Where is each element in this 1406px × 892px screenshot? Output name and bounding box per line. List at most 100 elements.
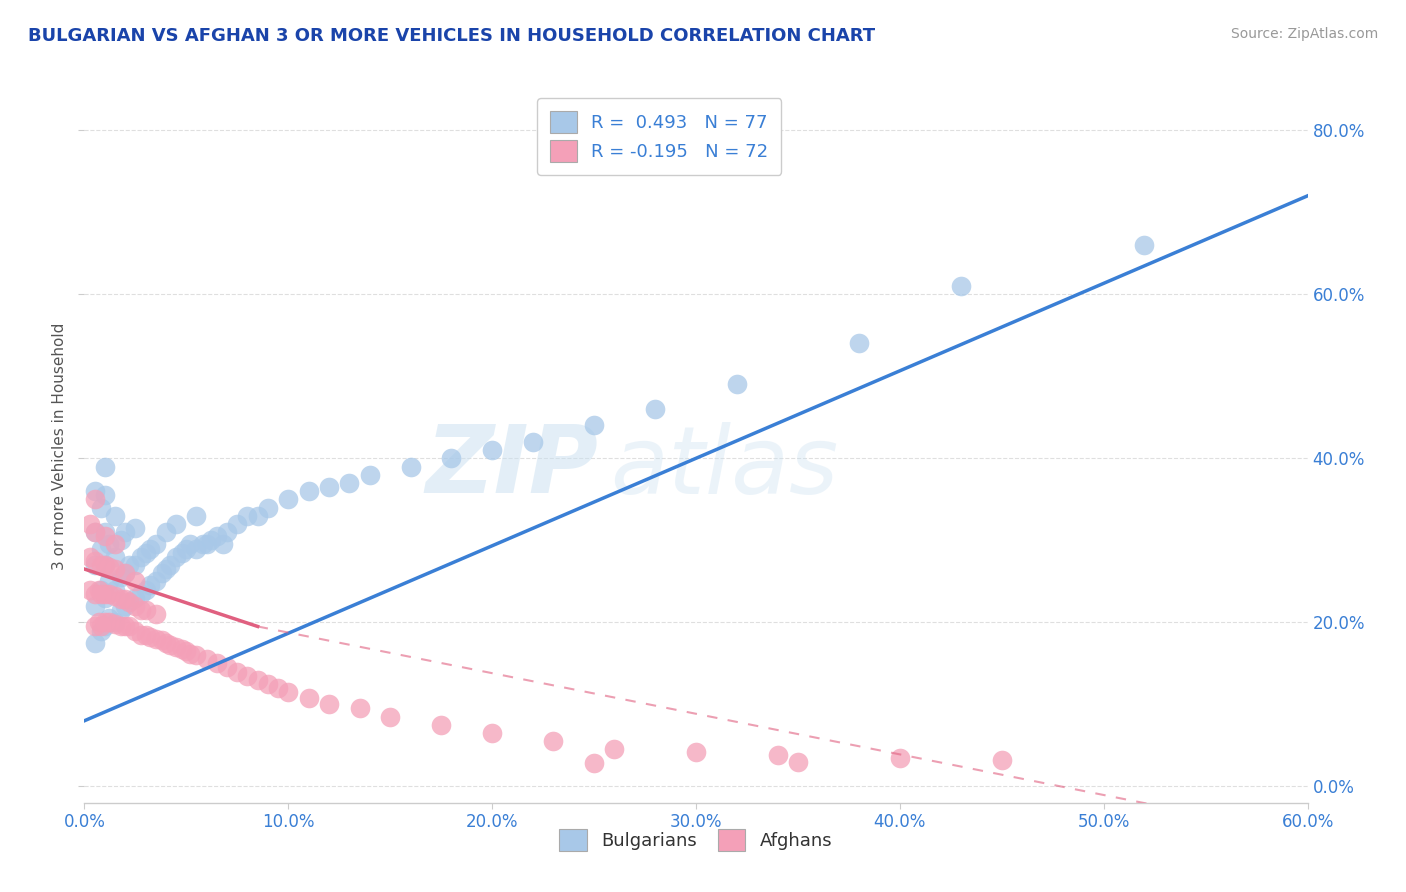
Point bbox=[124, 591, 146, 605]
Point bbox=[766, 748, 789, 763]
Point bbox=[159, 638, 181, 652]
Point bbox=[90, 541, 112, 556]
Point bbox=[165, 516, 187, 531]
Point bbox=[83, 484, 105, 499]
Point bbox=[155, 636, 177, 650]
Point bbox=[165, 549, 187, 564]
Point bbox=[277, 492, 299, 507]
Point bbox=[104, 615, 127, 630]
Point bbox=[145, 607, 167, 622]
Point bbox=[135, 627, 157, 641]
Point bbox=[93, 558, 115, 572]
Point bbox=[145, 537, 167, 551]
Point bbox=[131, 627, 153, 641]
Point bbox=[83, 636, 105, 650]
Point bbox=[90, 587, 112, 601]
Point bbox=[104, 589, 127, 603]
Point bbox=[79, 516, 101, 531]
Point bbox=[114, 566, 136, 581]
Point bbox=[172, 641, 194, 656]
Point bbox=[114, 525, 136, 540]
Point bbox=[138, 630, 160, 644]
Point bbox=[110, 533, 132, 548]
Point bbox=[118, 595, 141, 609]
Point bbox=[118, 595, 141, 609]
Point bbox=[104, 582, 127, 597]
Point bbox=[212, 537, 235, 551]
Point bbox=[217, 660, 239, 674]
Point bbox=[174, 644, 197, 658]
Point bbox=[155, 562, 177, 576]
Point bbox=[118, 619, 141, 633]
Point bbox=[991, 753, 1014, 767]
Point bbox=[83, 554, 105, 568]
Point bbox=[267, 681, 290, 695]
Point bbox=[90, 500, 112, 515]
Point bbox=[950, 279, 973, 293]
Point bbox=[186, 648, 208, 662]
Point bbox=[205, 657, 228, 671]
Point bbox=[131, 549, 153, 564]
Point bbox=[83, 558, 105, 572]
Point bbox=[685, 745, 707, 759]
Point bbox=[97, 574, 120, 589]
Point bbox=[145, 574, 167, 589]
Point bbox=[93, 587, 115, 601]
Point bbox=[195, 537, 218, 551]
Point bbox=[583, 418, 606, 433]
Point bbox=[298, 690, 321, 705]
Point bbox=[349, 701, 371, 715]
Point bbox=[93, 619, 115, 633]
Point bbox=[97, 559, 120, 574]
Text: BULGARIAN VS AFGHAN 3 OR MORE VEHICLES IN HOUSEHOLD CORRELATION CHART: BULGARIAN VS AFGHAN 3 OR MORE VEHICLES I… bbox=[28, 27, 876, 45]
Text: ZIP: ZIP bbox=[425, 421, 598, 514]
Point bbox=[97, 537, 120, 551]
Point bbox=[83, 599, 105, 613]
Point bbox=[257, 500, 280, 515]
Point bbox=[97, 611, 120, 625]
Point bbox=[583, 756, 606, 771]
Point bbox=[90, 624, 112, 638]
Point bbox=[93, 591, 115, 605]
Point bbox=[246, 673, 269, 687]
Point bbox=[124, 624, 146, 638]
Point bbox=[83, 492, 105, 507]
Point bbox=[79, 549, 101, 564]
Point bbox=[359, 467, 381, 482]
Point bbox=[114, 566, 136, 581]
Point bbox=[93, 525, 115, 540]
Text: Source: ZipAtlas.com: Source: ZipAtlas.com bbox=[1230, 27, 1378, 41]
Point bbox=[104, 562, 127, 576]
Point bbox=[200, 533, 222, 548]
Point bbox=[186, 508, 208, 523]
Point bbox=[83, 525, 105, 540]
Point bbox=[430, 718, 453, 732]
Point bbox=[159, 558, 181, 572]
Point bbox=[172, 546, 194, 560]
Point bbox=[138, 578, 160, 592]
Point bbox=[93, 558, 115, 572]
Point bbox=[217, 525, 239, 540]
Point bbox=[191, 537, 214, 551]
Point bbox=[124, 558, 146, 572]
Point bbox=[339, 475, 361, 490]
Point bbox=[110, 603, 132, 617]
Point bbox=[205, 529, 228, 543]
Point bbox=[145, 632, 167, 646]
Point bbox=[97, 587, 120, 601]
Point bbox=[83, 587, 105, 601]
Point bbox=[135, 603, 157, 617]
Point bbox=[124, 521, 146, 535]
Point bbox=[79, 582, 101, 597]
Point bbox=[236, 668, 259, 682]
Point bbox=[150, 566, 173, 581]
Point bbox=[246, 508, 269, 523]
Point bbox=[644, 402, 666, 417]
Point bbox=[87, 582, 110, 597]
Point bbox=[440, 451, 463, 466]
Point bbox=[104, 537, 127, 551]
Point bbox=[110, 592, 132, 607]
Point bbox=[90, 619, 112, 633]
Point bbox=[1133, 238, 1156, 252]
Point bbox=[93, 529, 115, 543]
